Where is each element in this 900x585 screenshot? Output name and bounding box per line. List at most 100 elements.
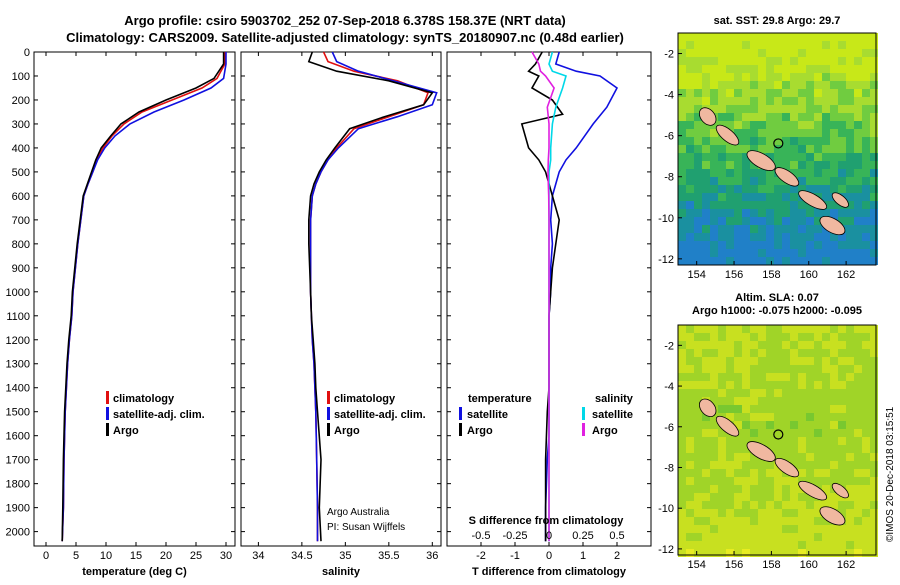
- map-cell: [790, 49, 798, 57]
- map-cell: [830, 89, 838, 97]
- map-cell: [862, 461, 870, 469]
- map-cell: [686, 381, 694, 389]
- argo-position-marker: [773, 138, 784, 149]
- map-cell: [782, 217, 790, 225]
- legend-swatch-s-argo: [582, 423, 585, 436]
- map-cell: [734, 177, 742, 185]
- map-cell: [694, 209, 702, 217]
- map-cell: [870, 177, 878, 185]
- map-cell: [734, 413, 742, 421]
- map-cell: [734, 201, 742, 209]
- map-cell: [774, 357, 782, 365]
- map-cell: [734, 217, 742, 225]
- map-cell: [830, 105, 838, 113]
- map-cell: [750, 57, 758, 65]
- map-cell: [742, 365, 750, 373]
- map-cell: [798, 249, 806, 257]
- map-cell: [734, 169, 742, 177]
- map-cell: [862, 389, 870, 397]
- map-cell: [758, 349, 766, 357]
- map-cell: [846, 97, 854, 105]
- map-cell: [814, 509, 822, 517]
- map-cell: [726, 533, 734, 541]
- map-cell: [710, 453, 718, 461]
- map-cell: [814, 145, 822, 153]
- map-cell: [750, 177, 758, 185]
- map-cell: [694, 33, 702, 41]
- map-cell: [846, 129, 854, 137]
- map-cell: [694, 89, 702, 97]
- map-cell: [774, 153, 782, 161]
- map-cell: [734, 365, 742, 373]
- map-cell: [678, 525, 686, 533]
- x-tick-label: -2: [476, 550, 486, 562]
- map-cell: [678, 41, 686, 49]
- series-line: [531, 51, 555, 542]
- map-cell: [694, 389, 702, 397]
- map-cell: [822, 437, 830, 445]
- map-cell: [806, 493, 814, 501]
- map-cell: [726, 381, 734, 389]
- map-cell: [710, 41, 718, 49]
- map-cell: [822, 333, 830, 341]
- map-cell: [758, 193, 766, 201]
- map-cell: [798, 209, 806, 217]
- map-cell: [758, 233, 766, 241]
- map-cell: [710, 249, 718, 257]
- map-cell: [782, 249, 790, 257]
- map-cell: [854, 97, 862, 105]
- map-cell: [702, 429, 710, 437]
- map-cell: [830, 161, 838, 169]
- map-cell: [702, 145, 710, 153]
- map-cell: [686, 233, 694, 241]
- map-cell: [806, 381, 814, 389]
- map-cell: [750, 169, 758, 177]
- map-x-tick-label: 156: [725, 559, 743, 571]
- map-cell: [862, 381, 870, 389]
- map-cell: [862, 333, 870, 341]
- map-cell: [686, 49, 694, 57]
- map-cell: [798, 73, 806, 81]
- map-cell: [806, 357, 814, 365]
- map-cell: [790, 41, 798, 49]
- map-cell: [798, 225, 806, 233]
- map-cell: [750, 325, 758, 333]
- map-cell: [694, 201, 702, 209]
- map-cell: [862, 193, 870, 201]
- map-cell: [718, 333, 726, 341]
- map-cell: [822, 533, 830, 541]
- map-cell: [854, 33, 862, 41]
- map-cell: [782, 525, 790, 533]
- map-cell: [854, 137, 862, 145]
- map-cell: [774, 41, 782, 49]
- map-x-tick-label: 154: [687, 559, 705, 571]
- map-cell: [710, 153, 718, 161]
- map-cell: [830, 533, 838, 541]
- map-cell: [694, 121, 702, 129]
- map-cell: [734, 405, 742, 413]
- map-cell: [678, 445, 686, 453]
- map-cell: [758, 541, 766, 549]
- map-cell: [870, 49, 878, 57]
- map-cell: [854, 193, 862, 201]
- map-cell: [758, 89, 766, 97]
- legend-header-salinity: salinity: [595, 393, 634, 405]
- map-cell: [846, 357, 854, 365]
- map-cell: [774, 445, 782, 453]
- map-cell: [726, 357, 734, 365]
- map-cell: [758, 129, 766, 137]
- map-cell: [774, 89, 782, 97]
- map-cell: [870, 509, 878, 517]
- map-cell: [710, 97, 718, 105]
- map-cell: [750, 413, 758, 421]
- map-cell: [686, 129, 694, 137]
- map-cell: [798, 325, 806, 333]
- title-line-2: Climatology: CARS2009. Satellite-adjuste…: [66, 30, 624, 45]
- map-cell: [718, 477, 726, 485]
- map-cell: [862, 217, 870, 225]
- map-cell: [734, 257, 742, 265]
- y-tick-label: 2000: [6, 527, 30, 539]
- map-cell: [790, 201, 798, 209]
- sla-map: Altim. SLA: 0.07 Argo h1000: -0.075 h200…: [658, 292, 878, 571]
- map-cell: [766, 469, 774, 477]
